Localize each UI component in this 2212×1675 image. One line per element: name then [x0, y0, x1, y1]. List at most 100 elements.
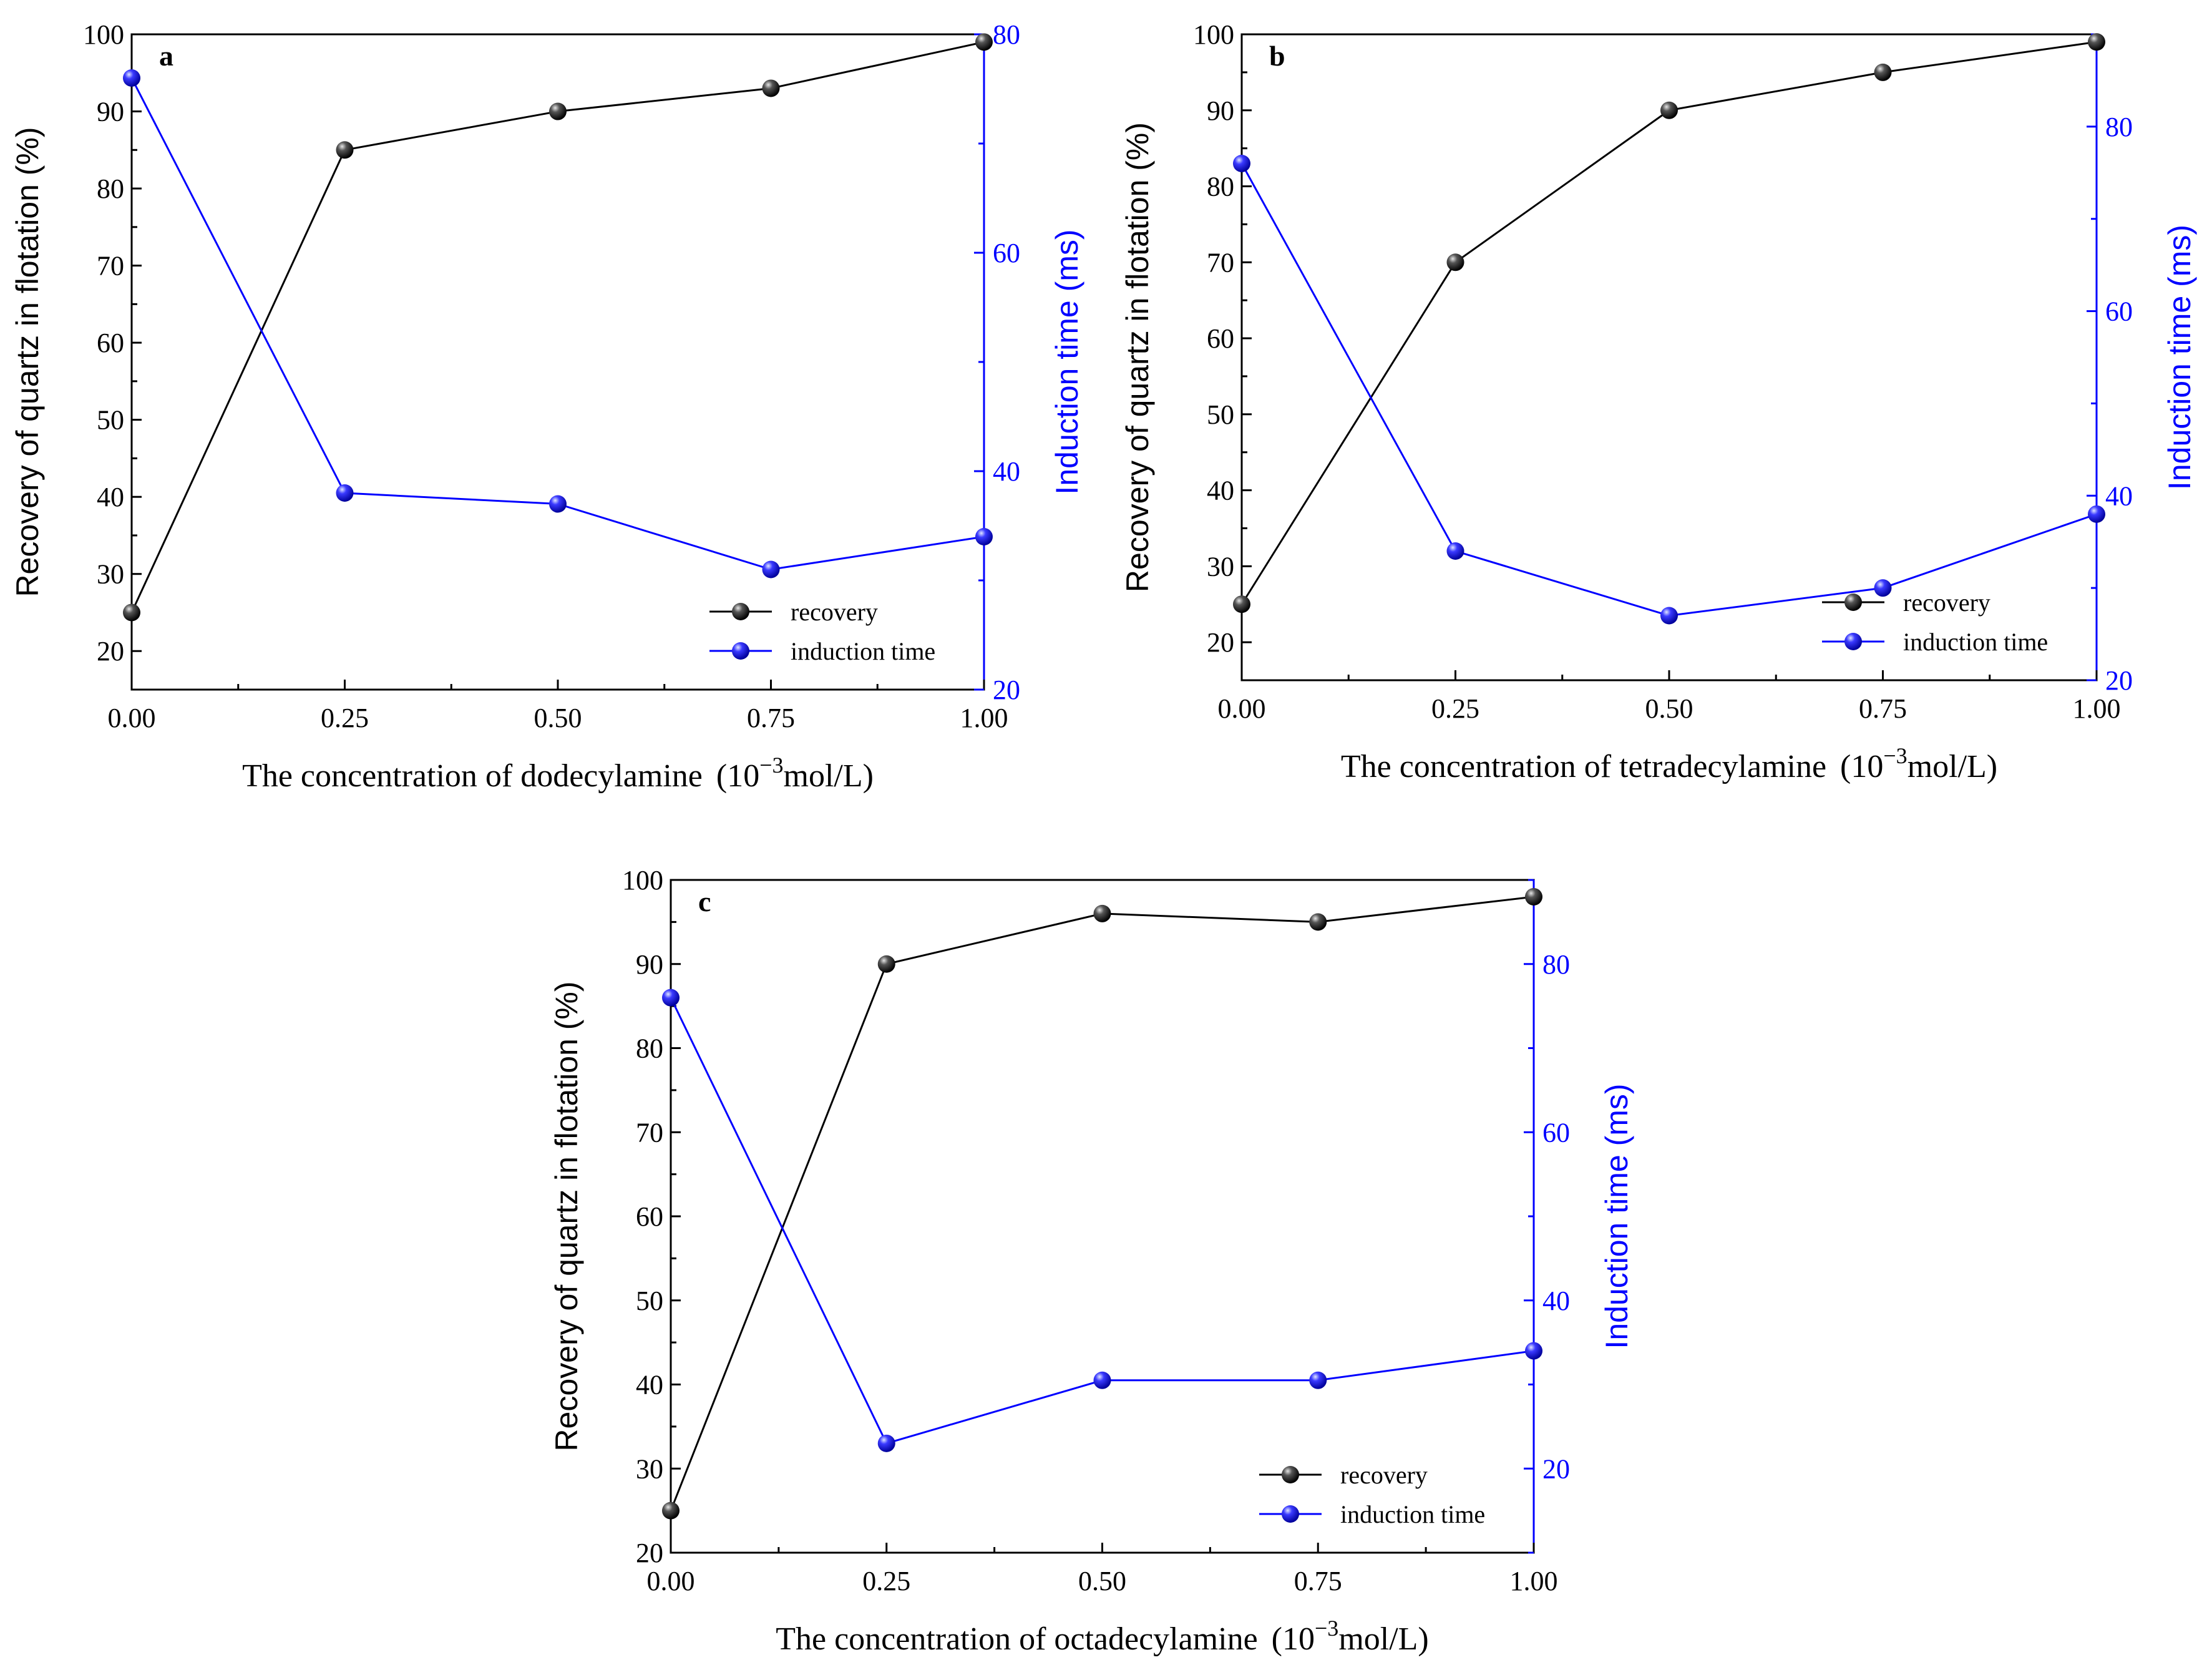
data-point-induction-time — [1093, 1371, 1111, 1389]
chart-panel-b: 0.00 0.25 0.50 0.75 1.0020304050607080901002… — [1120, 19, 2197, 784]
data-point-induction-time — [336, 484, 354, 502]
y2-tick-label: 40 — [2105, 481, 2133, 511]
y-tick-label: 40 — [636, 1370, 663, 1400]
plot-frame — [130, 33, 985, 691]
y-tick-label: 60 — [97, 328, 124, 358]
x-tick-label: 0.75 — [747, 703, 795, 733]
y-tick-label: 40 — [1207, 476, 1234, 506]
x-tick-label: 0.50 — [1645, 693, 1693, 724]
y2-tick-label: 80 — [2105, 112, 2133, 142]
y-tick-label: 60 — [636, 1201, 663, 1232]
data-point-induction-time — [877, 1434, 895, 1452]
series-line-recovery — [1240, 41, 2097, 605]
plot-frame — [670, 879, 1535, 1554]
data-point-induction-time — [1660, 607, 1678, 625]
x-tick-label: 0.00 — [108, 703, 156, 733]
y-tick-label: 100 — [1193, 19, 1234, 50]
y-tick-label: 80 — [636, 1033, 663, 1064]
legend-label: induction time — [791, 637, 935, 665]
data-point-recovery — [123, 603, 140, 622]
y-tick-label: 70 — [636, 1117, 663, 1148]
y-axis-title: Recovery of quartz in flotation (%) — [549, 981, 584, 1451]
x-tick-label: 0.25 — [862, 1566, 910, 1596]
legend-label: recovery — [1903, 588, 1990, 617]
legend-marker — [732, 603, 749, 620]
x-tick-label: 0.75 — [1294, 1566, 1342, 1596]
y2-tick-label: 40 — [1542, 1286, 1570, 1316]
x-axis-title-exponent: −3 — [759, 753, 783, 778]
y-tick-label: 30 — [636, 1453, 663, 1484]
x-axis-title-unit-rest: mol/L) — [784, 758, 874, 794]
x-axis-title: The concentration of octadecylamine (10−3… — [776, 1616, 1428, 1657]
legend-marker — [1844, 633, 1862, 650]
y-tick-label: 90 — [97, 97, 124, 127]
legend-label: recovery — [1340, 1461, 1428, 1489]
y-axis-title: Recovery of quartz in flotation (%) — [1120, 122, 1155, 592]
data-point-recovery — [877, 955, 895, 973]
y2-tick-label: 20 — [993, 675, 1020, 705]
data-point-induction-time — [975, 528, 993, 545]
data-point-recovery — [1309, 913, 1327, 931]
y-tick-label: 90 — [1207, 95, 1234, 126]
y-tick-label: 50 — [97, 405, 124, 436]
data-point-recovery — [2088, 33, 2105, 51]
x-axis-title: The concentration of tetradecylamine (10−… — [1341, 743, 1997, 784]
y-tick-label: 20 — [97, 636, 124, 667]
y2-tick-label: 40 — [993, 456, 1020, 487]
x-tick-label: 0.00 — [647, 1566, 695, 1596]
panel-label: b — [1269, 40, 1285, 72]
data-point-induction-time — [123, 69, 140, 87]
data-point-recovery — [1446, 253, 1464, 271]
y2-tick-label: 60 — [1542, 1117, 1570, 1148]
x-axis-title-unit: (10 — [716, 758, 759, 794]
legend-label: induction time — [1340, 1500, 1485, 1528]
y-tick-label: 70 — [1207, 247, 1234, 278]
x-axis-title: The concentration of dodecylamine (10−3mo… — [242, 753, 874, 794]
x-tick-label: 1.00 — [960, 703, 1008, 733]
data-point-recovery — [1874, 63, 1892, 81]
x-axis-title-main: The concentration of tetradecylamine — [1341, 749, 1826, 784]
x-axis-title-main: The concentration of dodecylamine — [242, 758, 703, 794]
y2-axis-title: Induction time (ms) — [2162, 225, 2197, 490]
x-axis-title-unit-rest: mol/L) — [1907, 749, 1997, 784]
y-tick-label: 100 — [622, 865, 663, 896]
x-tick-label: 0.50 — [1078, 1566, 1126, 1596]
data-point-recovery — [549, 102, 567, 120]
y-tick-label: 60 — [1207, 323, 1234, 354]
y-tick-label: 80 — [97, 173, 124, 204]
y-tick-label: 100 — [83, 19, 124, 50]
series-line-induction-time — [1240, 163, 2097, 617]
y-axis-title: Recovery of quartz in flotation (%) — [10, 127, 45, 597]
y-tick-label: 20 — [636, 1538, 663, 1568]
data-point-recovery — [1660, 101, 1678, 119]
x-tick-label: 0.50 — [534, 703, 582, 733]
y-tick-label: 30 — [1207, 551, 1234, 582]
x-tick-label: 1.00 — [2073, 693, 2121, 724]
x-axis-title-unit: (10 — [1272, 1621, 1315, 1657]
data-point-recovery — [662, 1502, 680, 1520]
x-tick-label: 0.00 — [1218, 693, 1266, 724]
y2-axis-title: Induction time (ms) — [1599, 1083, 1634, 1349]
data-point-induction-time — [1309, 1371, 1327, 1389]
y-tick-label: 50 — [636, 1286, 663, 1316]
data-point-induction-time — [1525, 1342, 1542, 1360]
y2-tick-label: 20 — [2105, 665, 2133, 696]
x-tick-label: 0.25 — [1431, 693, 1479, 724]
x-axis-title-unit-rest: mol/L) — [1338, 1621, 1428, 1657]
data-point-recovery — [1093, 904, 1111, 922]
y-tick-label: 20 — [1207, 627, 1234, 658]
x-tick-label: 1.00 — [1510, 1566, 1558, 1596]
y2-tick-label: 20 — [1542, 1453, 1570, 1484]
data-point-recovery — [336, 141, 354, 159]
y2-tick-label: 60 — [993, 238, 1020, 268]
data-point-induction-time — [662, 989, 680, 1007]
plot-frame — [1240, 33, 2098, 681]
chart-panel-a: 0.00 0.25 0.50 0.75 1.0020304050607080901002… — [10, 19, 1084, 794]
data-point-recovery — [1233, 595, 1250, 613]
y2-tick-label: 60 — [2105, 296, 2133, 327]
y-tick-label: 50 — [1207, 399, 1234, 430]
chart-panel-c: 0.00 0.25 0.50 0.75 1.00 20 30 40 50 60 70 80 90 100 2… — [549, 865, 1634, 1657]
data-point-induction-time — [1233, 155, 1250, 172]
legend-marker — [1282, 1466, 1299, 1483]
legend-marker — [732, 642, 749, 660]
